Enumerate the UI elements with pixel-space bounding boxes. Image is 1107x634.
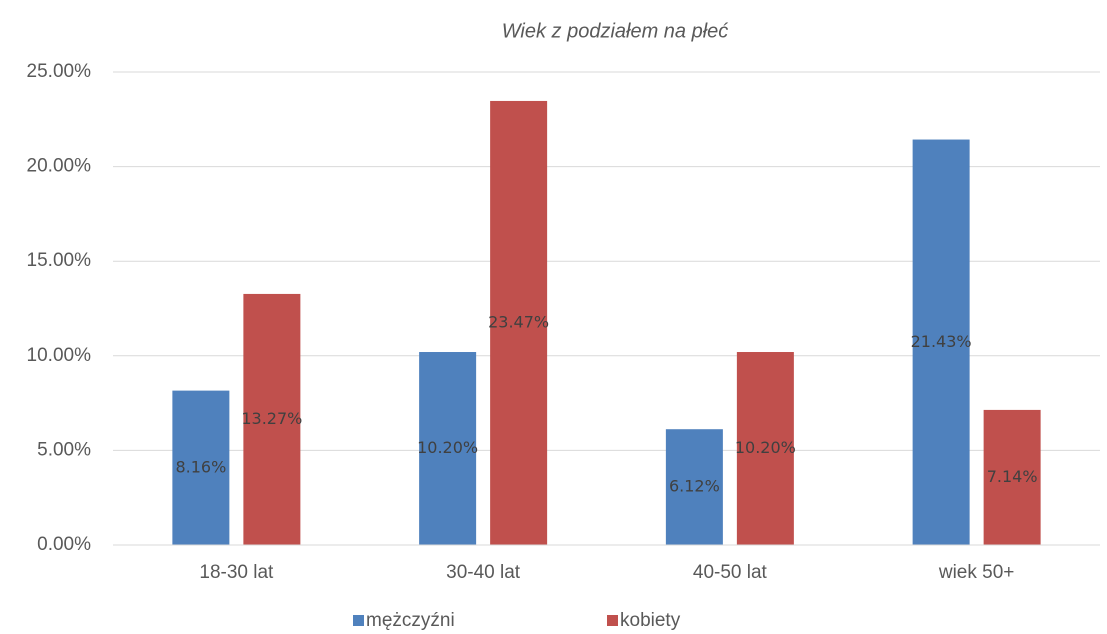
y-tick-label: 5.00%	[37, 439, 91, 460]
legend-label: mężczyźni	[366, 610, 455, 631]
legend-swatch	[607, 615, 618, 626]
x-tick-label: wiek 50+	[938, 562, 1015, 583]
data-label: 23.47%	[488, 312, 549, 331]
bar	[665, 429, 723, 545]
bar	[912, 139, 970, 545]
data-label: 10.20%	[417, 438, 478, 457]
data-label: 7.14%	[987, 467, 1038, 486]
y-tick-label: 15.00%	[27, 250, 92, 271]
bar	[419, 352, 477, 545]
data-label: 21.43%	[911, 332, 972, 351]
data-label: 10.20%	[735, 438, 796, 457]
data-label: 8.16%	[175, 457, 226, 476]
y-tick-label: 20.00%	[27, 156, 92, 177]
data-label: 6.12%	[669, 477, 720, 496]
legend-swatch	[353, 615, 364, 626]
y-tick-label: 0.00%	[37, 534, 91, 555]
bar	[983, 409, 1041, 545]
bar	[490, 100, 548, 545]
y-tick-label: 10.00%	[27, 345, 92, 366]
bar	[736, 352, 794, 545]
y-tick-label: 25.00%	[27, 61, 92, 82]
x-tick-label: 18-30 lat	[199, 562, 274, 583]
data-label: 13.27%	[241, 409, 302, 428]
x-tick-label: 40-50 lat	[693, 562, 768, 583]
legend-label: kobiety	[620, 610, 681, 631]
bar	[243, 293, 301, 545]
bar	[172, 390, 230, 545]
chart-title: Wiek z podziałem na płeć	[502, 20, 729, 42]
x-tick-label: 30-40 lat	[446, 562, 521, 583]
